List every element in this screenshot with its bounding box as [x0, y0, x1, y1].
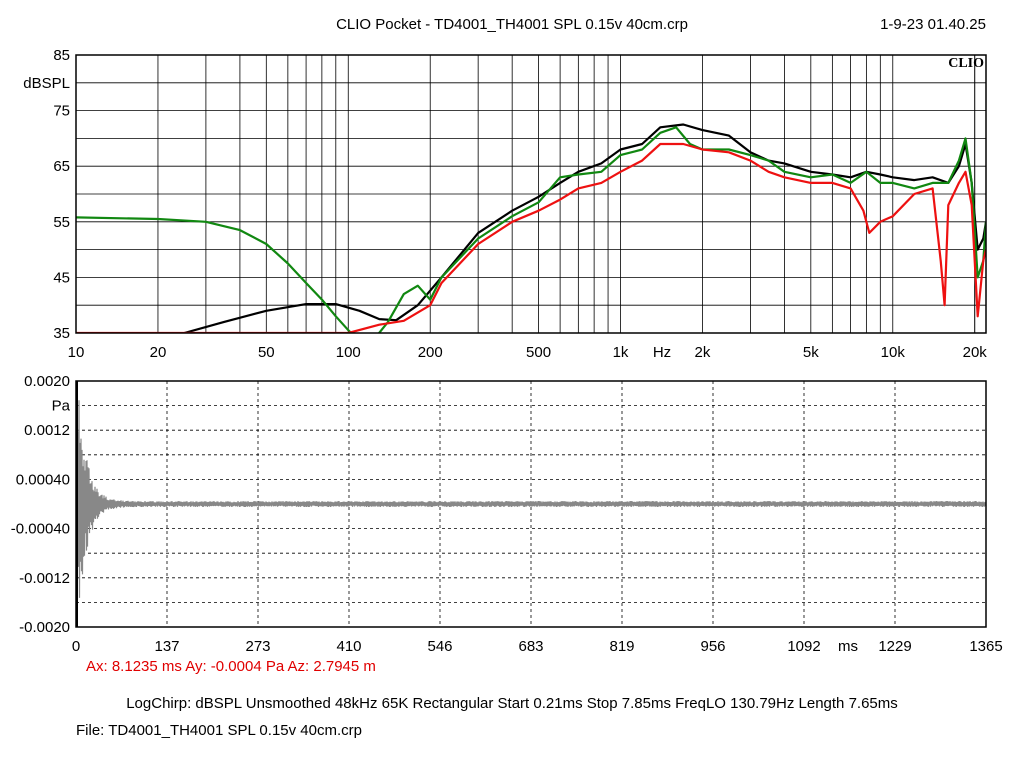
impulse-series — [76, 400, 986, 598]
file-name: File: TD4001_TH4001 SPL 0.15v 40cm.crp — [76, 722, 362, 739]
freq-series-green — [76, 126, 986, 333]
impulse-x-tick-label: 819 — [609, 638, 634, 655]
impulse-x-tick-label: 410 — [336, 638, 361, 655]
impulse-y-tick-label: -0.00040 — [11, 521, 70, 538]
impulse-x-tick-label: 0 — [72, 638, 80, 655]
freq-x-tick-label: 10k — [881, 344, 906, 361]
impulse-x-tick-label: 956 — [700, 638, 725, 655]
freq-y-tick-label: 65 — [53, 158, 70, 175]
freq-x-axis-label: Hz — [653, 344, 671, 361]
impulse-x-axis-label: ms — [838, 638, 858, 655]
freq-x-tick-label: 1k — [613, 344, 629, 361]
freq-x-tick-label: 10 — [68, 344, 85, 361]
freq-plot-border — [75, 54, 987, 334]
impulse-y-tick-label: -0.0012 — [19, 570, 70, 587]
impulse-y-tick-label: 0.0020 — [24, 373, 70, 390]
impulse-y-tick-label: 0.0012 — [24, 422, 70, 439]
measurement-parameters: LogChirp: dBSPL Unsmoothed 48kHz 65K Rec… — [126, 695, 898, 712]
freq-x-tick-label: 2k — [695, 344, 711, 361]
freq-x-tick-label: 5k — [803, 344, 819, 361]
freq-y-tick-label: 55 — [53, 214, 70, 231]
freq-x-tick-label: 500 — [526, 344, 551, 361]
freq-y-tick-label: 45 — [53, 269, 70, 286]
impulse-x-tick-label: 683 — [518, 638, 543, 655]
impulse-x-tick-label: 1229 — [878, 638, 911, 655]
measurement-datetime: 1-9-23 01.40.25 — [880, 16, 986, 33]
impulse-x-tick-label: 546 — [427, 638, 452, 655]
freq-y-tick-label: 85 — [53, 47, 70, 64]
chart-title: CLIO Pocket - TD4001_TH4001 SPL 0.15v 40… — [336, 16, 688, 33]
impulse-x-tick-label: 137 — [154, 638, 179, 655]
impulse-x-tick-label: 273 — [245, 638, 270, 655]
freq-series-red — [76, 142, 986, 333]
freq-y-tick-label: 35 — [53, 325, 70, 342]
impulse-y-tick-label: -0.0020 — [19, 619, 70, 636]
freq-x-tick-label: 50 — [258, 344, 275, 361]
freq-x-tick-label: 20 — [150, 344, 167, 361]
clio-logo: CLIO — [948, 56, 984, 71]
impulse-y-tick-label: 0.00040 — [16, 471, 70, 488]
freq-y-axis-label: dBSPL — [23, 75, 70, 92]
freq-x-tick-label: 200 — [418, 344, 443, 361]
cursor-readout: Ax: 8.1235 ms Ay: -0.0004 Pa Az: 2.7945 … — [86, 658, 376, 675]
freq-series-black — [184, 123, 986, 333]
impulse-y-axis-label: Pa — [52, 398, 71, 415]
freq-y-tick-label: 75 — [53, 103, 70, 120]
freq-x-tick-label: 100 — [336, 344, 361, 361]
freq-x-tick-label: 20k — [963, 344, 988, 361]
impulse-x-tick-label: 1365 — [969, 638, 1002, 655]
impulse-plot-border — [75, 380, 987, 628]
impulse-x-tick-label: 1092 — [787, 638, 820, 655]
